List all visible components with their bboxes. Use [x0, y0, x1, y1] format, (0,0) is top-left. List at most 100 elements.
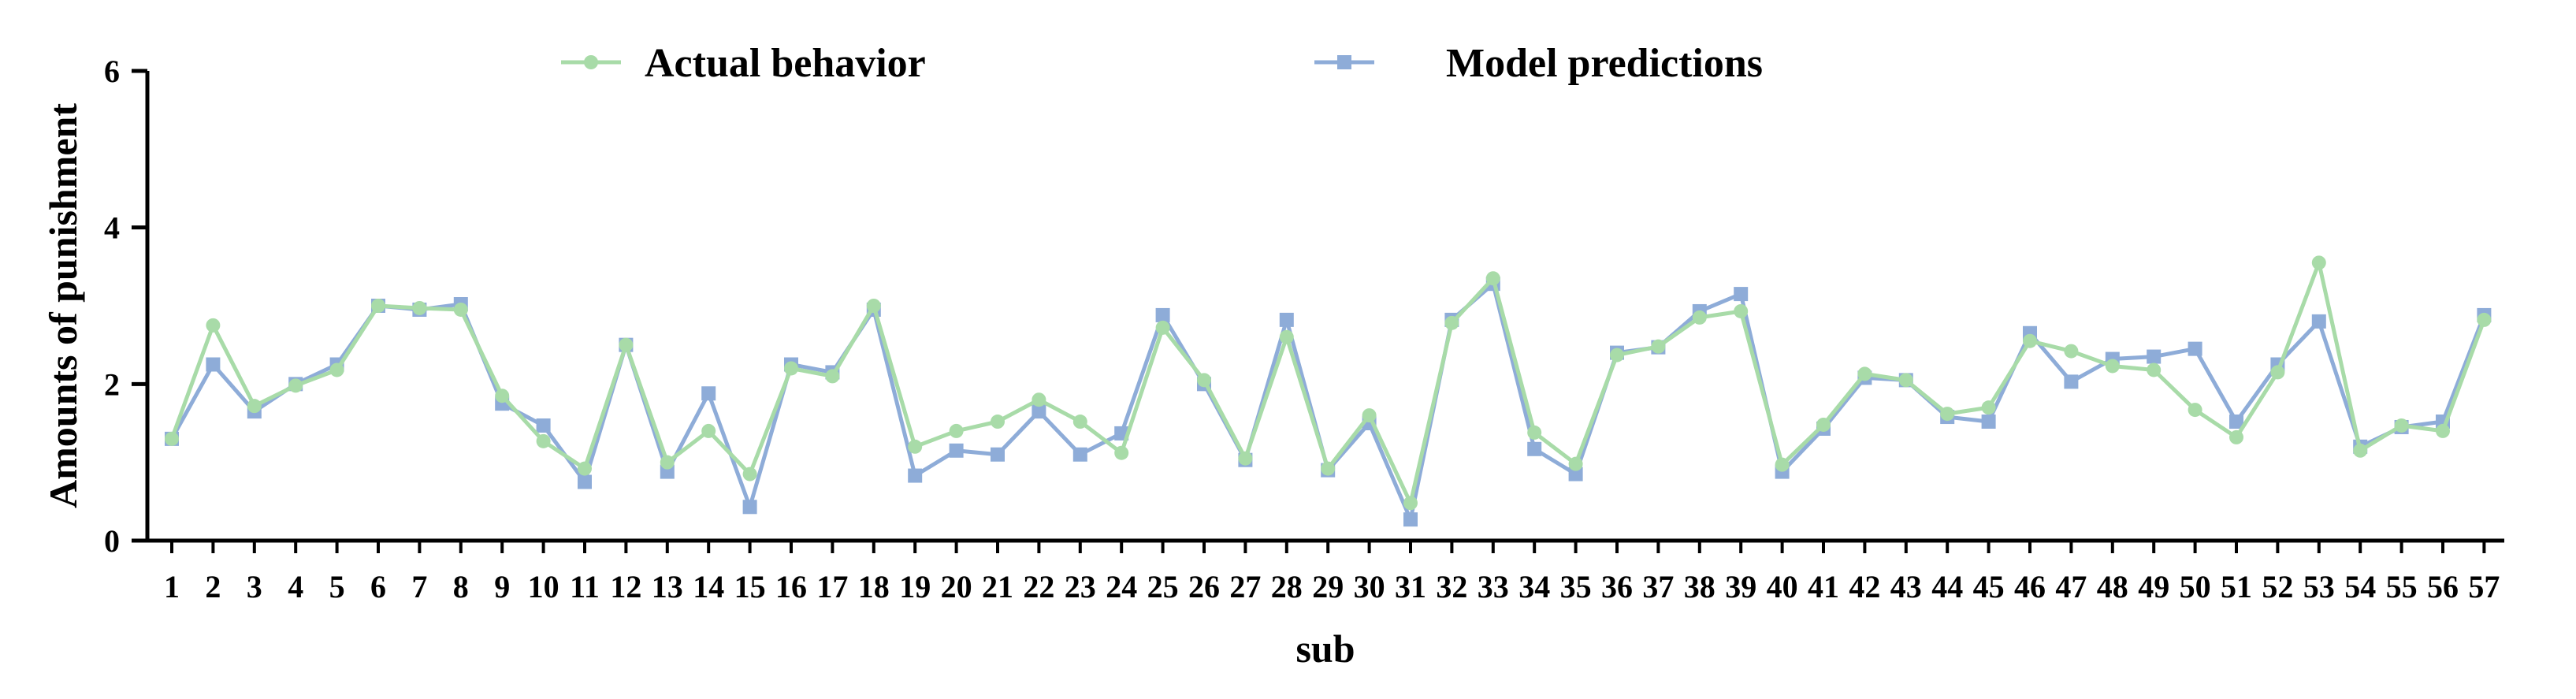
x-tick-label: 48: [2097, 569, 2128, 604]
x-tick-label: 32: [1436, 569, 1467, 604]
data-point-actual: [1816, 417, 1831, 432]
series-layer: [165, 255, 2492, 527]
x-tick-label: 11: [570, 569, 600, 604]
data-point-actual: [660, 455, 675, 470]
x-axis: 1 2 3 4 5 6 7 8 9 10 11 12 13 14 15 16 17 18 19 20 21 22 23 24 2…: [147, 538, 2504, 604]
data-point-actual: [1279, 329, 1294, 344]
data-point-actual: [2064, 344, 2079, 359]
x-tick-label: 27: [1229, 569, 1261, 604]
data-point-model: [2188, 341, 2202, 356]
data-point-actual: [2436, 423, 2450, 438]
y-axis: 0 2 4 6: [104, 54, 150, 559]
data-point-model: [949, 443, 964, 458]
data-point-actual: [1032, 392, 1046, 407]
x-tick-label: 8: [453, 569, 469, 604]
data-point-actual: [2023, 333, 2037, 348]
series-actual: [165, 255, 2492, 511]
legend-marker-actual: [584, 55, 598, 69]
x-tick-label: 17: [816, 569, 848, 604]
x-tick-label: 7: [411, 569, 427, 604]
x-tick-label: 25: [1147, 569, 1179, 604]
data-point-actual: [701, 423, 716, 438]
data-point-actual: [1692, 310, 1707, 325]
x-tick-label: 57: [2468, 569, 2500, 604]
x-tick-label: 20: [941, 569, 972, 604]
x-tick-label: 26: [1188, 569, 1220, 604]
data-point-model: [908, 468, 923, 483]
legend-label-actual: Actual behavior: [645, 41, 926, 86]
data-point-model: [2229, 415, 2243, 429]
data-point-actual: [1238, 451, 1253, 466]
data-point-model: [1279, 312, 1294, 327]
data-point-model: [991, 447, 1005, 462]
data-point-model: [742, 500, 757, 515]
data-point-actual: [1197, 373, 1211, 388]
x-tick-label: 34: [1518, 569, 1550, 604]
data-point-actual: [2270, 365, 2285, 380]
data-point-model: [1568, 467, 1583, 481]
x-tick-label: 23: [1065, 569, 1096, 604]
data-point-actual: [1568, 456, 1583, 471]
x-tick-label: 31: [1395, 569, 1426, 604]
data-point-actual: [2311, 255, 2326, 270]
data-point-actual: [1155, 320, 1170, 335]
data-point-actual: [825, 369, 840, 384]
data-point-actual: [165, 431, 179, 446]
data-point-model: [1072, 447, 1087, 462]
data-point-actual: [1734, 303, 1749, 318]
x-tick-label: 50: [2180, 569, 2211, 604]
x-tick-label: 41: [1808, 569, 1839, 604]
y-tick-label: 6: [104, 54, 120, 89]
data-point-actual: [453, 302, 468, 317]
x-tick-label: 40: [1767, 569, 1798, 604]
data-point-model: [1155, 307, 1170, 322]
legend-label-model: Model predictions: [1446, 41, 1763, 86]
x-tick-label: 35: [1560, 569, 1592, 604]
data-point-actual: [2105, 359, 2120, 374]
x-tick-label: 21: [982, 569, 1013, 604]
x-tick-label: 12: [610, 569, 641, 604]
data-point-model: [1403, 512, 1418, 527]
x-tick-label: 44: [1931, 569, 1963, 604]
x-tick-label: 54: [2344, 569, 2376, 604]
data-point-actual: [247, 399, 262, 414]
data-point-actual: [2353, 443, 2368, 458]
data-point-actual: [1362, 408, 1377, 423]
data-point-model: [2147, 349, 2162, 364]
data-point-model: [2311, 314, 2326, 329]
data-point-actual: [1775, 457, 1790, 472]
x-tick-label: 42: [1849, 569, 1880, 604]
data-point-actual: [1940, 407, 1955, 422]
x-tick-label: 33: [1478, 569, 1509, 604]
data-point-model: [1032, 404, 1046, 419]
x-tick-label: 43: [1890, 569, 1922, 604]
data-point-actual: [329, 363, 344, 377]
x-tick-label: 30: [1354, 569, 1385, 604]
data-point-model: [536, 418, 551, 433]
data-point-actual: [2188, 403, 2202, 418]
data-point-actual: [371, 299, 385, 313]
data-point-model: [2064, 374, 2079, 389]
x-tick-label: 22: [1023, 569, 1054, 604]
x-tick-label: 24: [1106, 569, 1137, 604]
x-tick-label: 14: [693, 569, 724, 604]
legend: Actual behavior Model predictions: [561, 41, 1763, 86]
data-point-actual: [288, 378, 303, 393]
x-tick-label: 4: [288, 569, 303, 604]
x-tick-label: 13: [652, 569, 683, 604]
data-point-actual: [2477, 312, 2492, 327]
data-point-actual: [1114, 445, 1129, 460]
y-axis-title: Amounts of punishment: [41, 103, 85, 508]
x-axis-title: sub: [1295, 626, 1355, 671]
series-model: [165, 277, 2492, 527]
data-point-actual: [991, 415, 1005, 429]
x-tick-label: 52: [2262, 569, 2293, 604]
x-tick-label: 49: [2138, 569, 2169, 604]
data-point-actual: [1485, 271, 1500, 286]
legend-item-model: Model predictions: [1314, 41, 1763, 86]
x-tick-label: 15: [734, 569, 766, 604]
data-point-actual: [1651, 339, 1666, 354]
y-tick-label: 4: [104, 210, 120, 246]
data-point-actual: [742, 467, 757, 481]
